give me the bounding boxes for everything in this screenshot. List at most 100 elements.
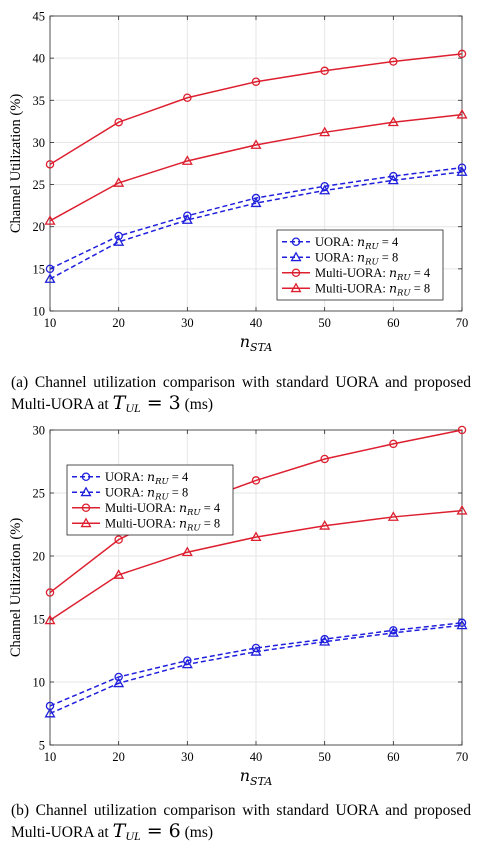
legend-entry: Multi-UORA: nRU = 4 [105,500,221,518]
y-tick-label: 25 [33,487,46,501]
x-tick-label: 50 [318,750,331,764]
data-point [387,627,399,637]
caption-b-var: T [112,820,126,842]
data-point [250,197,262,208]
series-group [44,108,468,225]
y-tick-label: 40 [33,52,46,66]
y-tick-label: 5 [39,739,45,753]
data-point [45,160,55,169]
series-group [45,618,467,711]
data-point [81,503,91,513]
data-point [320,454,329,464]
legend-entry-sub: RU [364,258,379,268]
data-point [251,77,261,86]
data-point [389,57,398,66]
legend-entry-var: n [389,281,397,296]
legend-entry-sub: RU [396,289,411,299]
data-point [456,504,468,515]
data-point [113,569,125,579]
y-tick-label: 30 [33,136,46,150]
legend-entry-suffix: = 8 [411,282,431,296]
series-group [44,504,468,625]
data-point [44,215,56,225]
data-point [181,658,193,669]
legend-entry: UORA: nRU = 4 [105,469,189,487]
series-group [44,619,468,718]
caption-b-eq: = 6 [140,820,181,842]
caption-a: (a) Channel utilization comparison with … [11,372,471,419]
caption-a-var: T [112,392,126,414]
x-tick-label: 30 [181,316,194,330]
y-tick-label: 20 [33,220,46,234]
x-tick-label: 30 [181,750,194,764]
data-point [319,635,331,646]
x-tick-label: 70 [456,316,469,330]
legend-entry-prefix: Multi-UORA: [315,266,389,280]
data-point [114,231,123,241]
caption-b-unit: (ms) [180,824,214,841]
data-point [44,273,56,283]
y-axis-label: Channel Utilization (%) [8,94,24,233]
legend-entry-suffix: = 4 [379,235,399,249]
data-point [80,486,92,497]
legend-entry-suffix: = 8 [379,251,399,265]
series-line [49,113,463,222]
data-point [113,677,125,688]
data-point [113,236,125,246]
legend-entry: UORA: nRU = 4 [315,234,399,252]
legend-entry: Multi-UORA: nRU = 8 [105,516,220,534]
data-point [457,49,467,59]
y-tick-label: 10 [33,305,46,319]
data-point [389,626,398,635]
data-point [387,174,399,185]
data-point [45,264,55,274]
data-point [319,126,331,137]
x-tick-label: 70 [456,750,469,764]
x-axis-label-sub: STA [250,341,272,354]
legend-entry-sub: RU [186,524,201,534]
data-point [291,268,301,277]
y-tick-label: 15 [33,613,46,627]
legend-entry-prefix: UORA: [105,470,147,484]
legend-entry-prefix: UORA: [315,235,357,249]
legend-entry-prefix: UORA: [105,486,147,500]
caption-b: (b) Channel utilization comparison with … [11,800,471,847]
y-tick-label: 15 [33,262,46,276]
data-point [320,66,329,76]
legend-entry-sub: RU [396,273,411,283]
legend-entry: Multi-UORA: nRU = 4 [315,265,431,283]
series-group [44,166,468,283]
legend-entry-prefix: Multi-UORA: [105,501,179,515]
legend-entry-var: n [357,234,365,249]
legend-entry: UORA: nRU = 8 [315,250,398,268]
y-tick-label: 25 [33,178,46,192]
x-axis-label: nSTA [240,332,273,354]
legend-entry-var: n [147,469,155,484]
data-point [290,282,302,293]
legend-entry-var: n [179,500,187,515]
data-point [456,108,468,119]
panel-b: 10 20 30 40 50 60 70 5 10 15 20 25 30 nSTA Channel Uti… [0,420,481,856]
data-point [291,237,301,246]
data-point [250,139,262,149]
data-point [250,531,262,542]
panel-a: 10 20 30 40 50 60 70 10 15 20 25 30 35 40 45 nSTA Channe… [0,0,481,420]
data-point [181,155,193,165]
x-tick-label: 50 [318,316,331,330]
x-tick-label: 10 [44,750,57,764]
y-tick-label: 45 [33,10,46,24]
x-tick-label: 20 [112,750,125,764]
data-point [456,619,468,630]
legend-entry-var: n [389,265,397,280]
legend-entry: UORA: nRU = 8 [105,485,188,503]
series-line [49,429,463,594]
legend-entry-var: n [147,485,155,500]
data-point [251,193,261,203]
caption-a-text: (a) Channel utilization comparison with … [11,374,471,413]
legend-entry-sub: RU [186,508,201,518]
legend-entry-suffix: = 8 [169,486,189,500]
y-tick-label: 10 [33,676,46,690]
x-tick-label: 40 [250,316,263,330]
legend-entry-var: n [179,516,187,531]
